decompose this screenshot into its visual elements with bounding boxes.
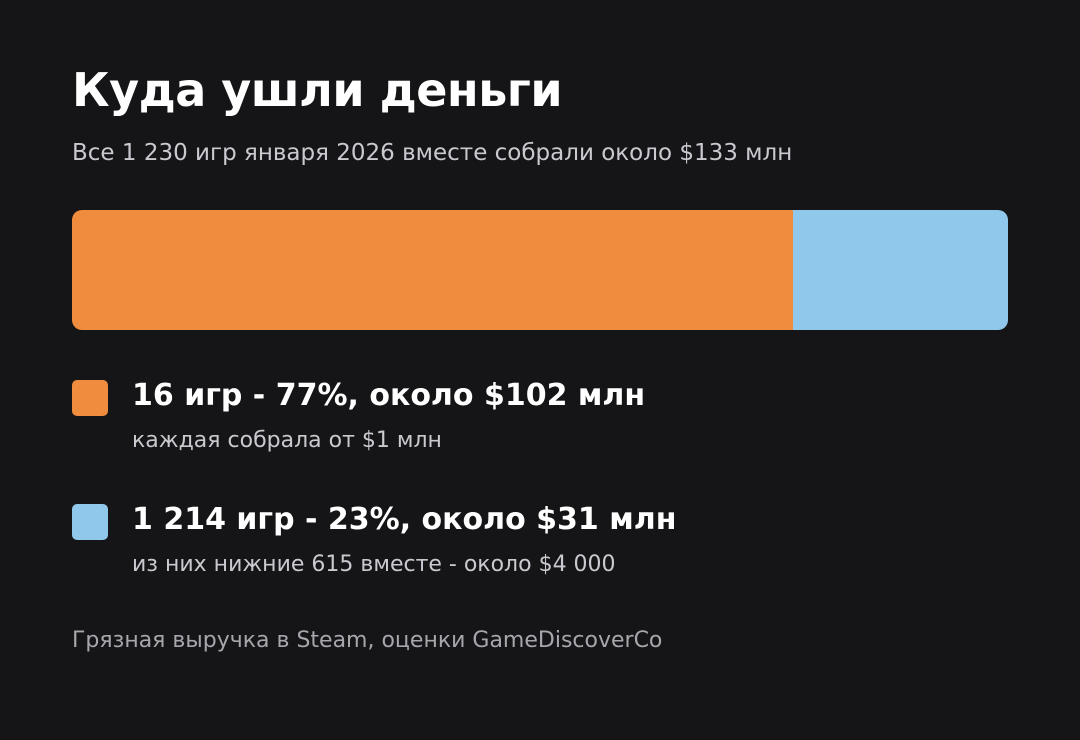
legend-swatch-blue [72,504,108,540]
bar-segment-top-games [72,210,793,330]
bar-segment-other-games [792,210,1008,330]
legend-sub-label: из них нижние 615 вместе - около $4 000 [132,552,616,577]
chart-subtitle: Все 1 230 игр января 2026 вместе собрали… [72,140,793,166]
legend-main-label: 1 214 игр - 23%, около $31 млн [132,502,677,537]
chart-title: Куда ушли деньги [72,63,563,117]
source-footnote: Грязная выручка в Steam, оценки GameDisc… [72,628,663,653]
legend-swatch-orange [72,380,108,416]
legend-main-label: 16 игр - 77%, около $102 млн [132,378,646,413]
legend-sub-label: каждая собрала от $1 млн [132,428,442,453]
stacked-bar [72,210,1008,330]
